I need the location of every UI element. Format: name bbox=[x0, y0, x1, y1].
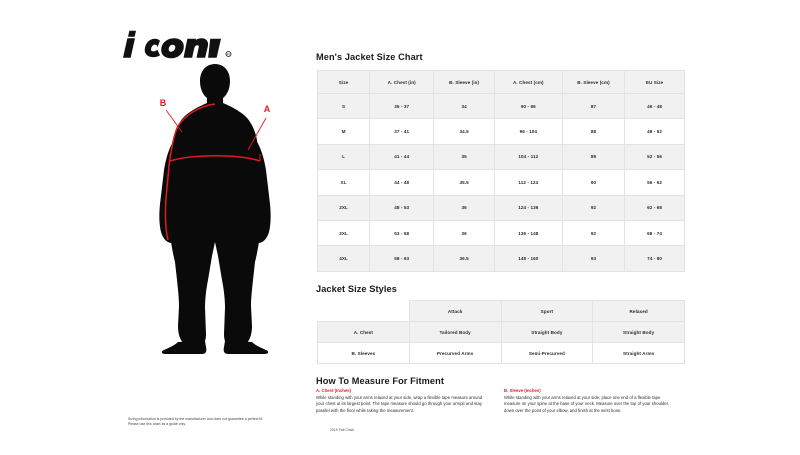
jacket-size-styles-table: Attack Sport Relaxed A. Chest Tailored B… bbox=[317, 300, 685, 364]
chest-cm-cell: 148 - 160 bbox=[493, 245, 563, 272]
table-row: B. Sleeves Precurved Arms Semi-Precurved… bbox=[317, 342, 685, 364]
sizing-disclaimer: Sizing information is provided by the ma… bbox=[128, 417, 308, 428]
left-column: R bbox=[0, 0, 310, 455]
chest-cm-cell: 104 - 112 bbox=[493, 143, 563, 171]
icon-brand-logo: R bbox=[122, 24, 240, 64]
table-row: M 37 - 41 34.5 96 - 104 88 48 - 52 bbox=[316, 118, 685, 145]
how-to-measure-sleeve: B. Sleeve (Inches) While standing with y… bbox=[504, 388, 674, 415]
size-table-header-cell: A. Chest (in) bbox=[369, 70, 435, 94]
styles-corner-blank bbox=[318, 301, 410, 322]
mens-jacket-size-table: Size A. Chest (in) B. Sleeve (in) A. Che… bbox=[316, 70, 685, 272]
eu-size-cell: 68 - 74 bbox=[624, 219, 685, 247]
table-row: 3XL 53 - 58 36 136 - 148 92 68 - 74 bbox=[316, 219, 685, 247]
table-row: XL 44 - 48 35.5 112 - 124 90 56 - 62 bbox=[316, 169, 685, 196]
size-cell: L bbox=[316, 143, 371, 171]
eu-size-cell: 46 - 48 bbox=[624, 92, 685, 120]
table-row: A. Chest Tailored Body Straight Body Str… bbox=[317, 321, 685, 343]
sleeve-cm-cell: 89 bbox=[561, 143, 626, 171]
eu-size-cell: 48 - 52 bbox=[624, 118, 685, 145]
eu-size-cell: 56 - 62 bbox=[624, 169, 685, 196]
sleeve-in-cell: 35.5 bbox=[433, 169, 495, 196]
size-cell: XL bbox=[316, 169, 371, 196]
figure-label-a: A bbox=[264, 104, 271, 114]
size-cell: M bbox=[316, 118, 371, 145]
chest-in-cell: 37 - 41 bbox=[369, 118, 435, 145]
chest-in-cell: 35 - 37 bbox=[369, 92, 435, 120]
body-silhouette bbox=[159, 64, 271, 354]
styles-cell: Straight Body bbox=[592, 321, 685, 343]
size-cell: S bbox=[316, 92, 371, 120]
styles-cell: Precurved Arms bbox=[408, 342, 502, 364]
chest-in-cell: 58 - 63 bbox=[369, 245, 435, 272]
size-cell: 4XL bbox=[316, 245, 371, 272]
styles-row-label: A. Chest bbox=[317, 321, 410, 343]
table-row: S 35 - 37 34 90 - 96 87 46 - 48 bbox=[316, 92, 685, 120]
size-cell: 3XL bbox=[316, 219, 371, 247]
sleeve-cm-cell: 92 bbox=[561, 194, 626, 221]
table-row: 4XL 58 - 63 36.5 148 - 160 93 74 - 80 bbox=[316, 245, 685, 272]
chest-cm-cell: 112 - 124 bbox=[493, 169, 563, 196]
chest-instruction-body: While standing with your arms relaxed at… bbox=[316, 394, 483, 414]
sleeve-cm-cell: 88 bbox=[561, 118, 626, 145]
sleeve-in-cell: 36 bbox=[433, 194, 495, 221]
size-table-header-cell: B. Sleeve (in) bbox=[433, 70, 495, 94]
measurement-figure: A B bbox=[148, 58, 282, 354]
size-table-header-cell: EU Size bbox=[624, 70, 685, 94]
how-to-measure-title: How To Measure For Fitment bbox=[316, 376, 444, 386]
chest-cm-cell: 90 - 96 bbox=[493, 92, 563, 120]
chest-instruction-heading: A. Chest (Inches) bbox=[316, 388, 352, 393]
jacket-size-styles-title: Jacket Size Styles bbox=[316, 284, 397, 294]
chest-in-cell: 53 - 58 bbox=[369, 219, 435, 247]
chest-in-cell: 48 - 53 bbox=[369, 194, 435, 221]
main-size-chart-title: Men's Jacket Size Chart bbox=[316, 52, 423, 62]
svg-text:R: R bbox=[227, 53, 230, 57]
sleeve-instruction-heading: B. Sleeve (Inches) bbox=[504, 388, 541, 393]
right-column: Men's Jacket Size Chart Size A. Chest (i… bbox=[316, 0, 800, 455]
sleeve-in-cell: 36.5 bbox=[433, 245, 495, 272]
size-cell: 2XL bbox=[316, 194, 371, 221]
styles-header-row: Attack Sport Relaxed bbox=[318, 300, 685, 322]
chest-in-cell: 44 - 48 bbox=[369, 169, 435, 196]
sleeve-in-cell: 34 bbox=[433, 92, 495, 120]
styles-header-sport: Sport bbox=[500, 300, 594, 322]
disclaimer-line-1: Sizing information is provided by the ma… bbox=[128, 417, 264, 421]
how-to-measure-chest: A. Chest (Inches) While standing with yo… bbox=[316, 388, 486, 415]
how-to-measure-columns: A. Chest (Inches) While standing with yo… bbox=[316, 388, 688, 415]
chest-cm-cell: 124 - 136 bbox=[493, 194, 563, 221]
sleeve-cm-cell: 90 bbox=[561, 169, 626, 196]
size-table-header-cell: Size bbox=[316, 70, 371, 94]
sleeve-in-cell: 36 bbox=[433, 219, 495, 247]
sleeve-in-cell: 35 bbox=[433, 143, 495, 171]
sleeve-cm-cell: 87 bbox=[561, 92, 626, 120]
sleeve-cm-cell: 93 bbox=[561, 245, 626, 272]
disclaimer-line-2: Please use this chart as a guide only. bbox=[128, 422, 186, 427]
figure-label-b: B bbox=[160, 98, 167, 108]
chest-cm-cell: 96 - 104 bbox=[493, 118, 563, 145]
table-row: L 41 - 44 35 104 - 112 89 52 - 56 bbox=[316, 143, 685, 171]
eu-size-cell: 62 - 68 bbox=[624, 194, 685, 221]
sleeve-cm-cell: 92 bbox=[561, 219, 626, 247]
styles-header-attack: Attack bbox=[408, 300, 502, 322]
size-table-header-row: Size A. Chest (in) B. Sleeve (in) A. Che… bbox=[316, 70, 685, 94]
measurement-lines bbox=[164, 103, 267, 241]
size-table-header-cell: B. Sleeve (cm) bbox=[561, 70, 626, 94]
styles-row-label: B. Sleeves bbox=[317, 342, 410, 364]
chest-cm-cell: 136 - 148 bbox=[493, 219, 563, 247]
styles-cell: Semi-Precurved bbox=[500, 342, 594, 364]
table-row: 2XL 48 - 53 36 124 - 136 92 62 - 68 bbox=[316, 194, 685, 221]
styles-header-relaxed: Relaxed bbox=[592, 300, 685, 322]
sleeve-in-cell: 34.5 bbox=[433, 118, 495, 145]
chest-in-cell: 41 - 44 bbox=[369, 143, 435, 171]
chart-version-note: 2019 Fall Chart bbox=[330, 428, 354, 432]
eu-size-cell: 74 - 80 bbox=[624, 245, 685, 272]
styles-cell: Straight Body bbox=[500, 321, 594, 343]
eu-size-cell: 52 - 56 bbox=[624, 143, 685, 171]
sleeve-instruction-body: While standing with your arms relaxed at… bbox=[504, 394, 670, 414]
styles-cell: Tailored Body bbox=[408, 321, 502, 343]
size-table-header-cell: A. Chest (cm) bbox=[493, 70, 563, 94]
styles-cell: Straight Arms bbox=[592, 342, 685, 364]
